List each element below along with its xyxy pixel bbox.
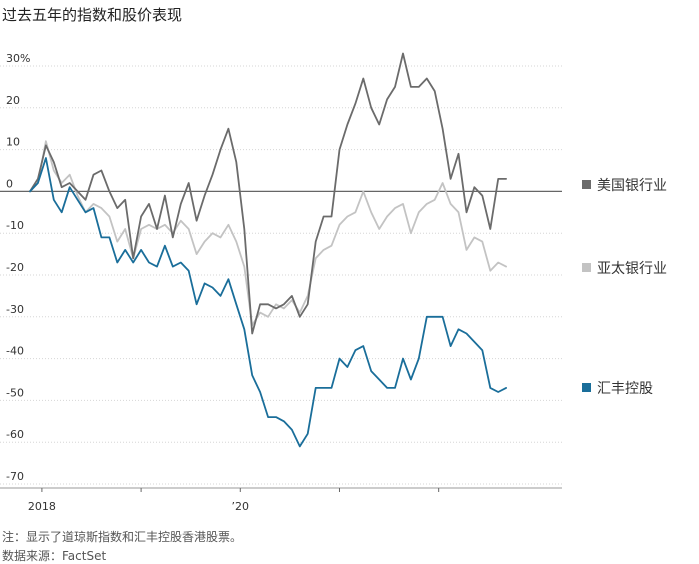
y-tick-label: 30% xyxy=(6,52,30,65)
y-tick-label: -30 xyxy=(6,303,24,316)
footnote: 注：显示了道琼斯指数和汇丰控股香港股票。 xyxy=(2,530,243,544)
y-axis-ticks: 30% 20 10 0 -10 -20 -30 -40 -50 -60 -70 xyxy=(6,52,30,483)
y-tick-label: 0 xyxy=(6,177,13,190)
series-line-2 xyxy=(29,157,508,448)
x-tick-label: 2018 xyxy=(28,500,56,513)
legend-swatch xyxy=(582,383,591,392)
y-tick-label: -10 xyxy=(6,219,24,232)
series-line-0 xyxy=(29,52,508,335)
legend-swatch xyxy=(582,263,591,272)
source-note: 数据来源：FactSet xyxy=(2,549,107,563)
x-tick-label: ’20 xyxy=(232,500,250,513)
y-tick-label: -70 xyxy=(6,470,24,483)
gridlines xyxy=(0,65,562,485)
y-tick-label: 10 xyxy=(6,136,20,149)
legend-swatch xyxy=(582,180,591,189)
legend-label: 汇丰控股 xyxy=(597,381,653,397)
y-tick-label: -40 xyxy=(6,345,24,358)
series-lines xyxy=(29,52,508,448)
y-tick-label: -20 xyxy=(6,261,24,274)
series-line-1 xyxy=(29,140,508,327)
x-axis: 2018 ’20 xyxy=(0,487,562,513)
chart-title: 过去五年的指数和股价表现 xyxy=(2,6,183,24)
legend-label: 亚太银行业 xyxy=(597,261,667,277)
y-tick-label: -50 xyxy=(6,386,24,399)
legend-label: 美国银行业 xyxy=(597,178,667,194)
y-tick-label: 20 xyxy=(6,94,20,107)
y-tick-label: -60 xyxy=(6,428,24,441)
